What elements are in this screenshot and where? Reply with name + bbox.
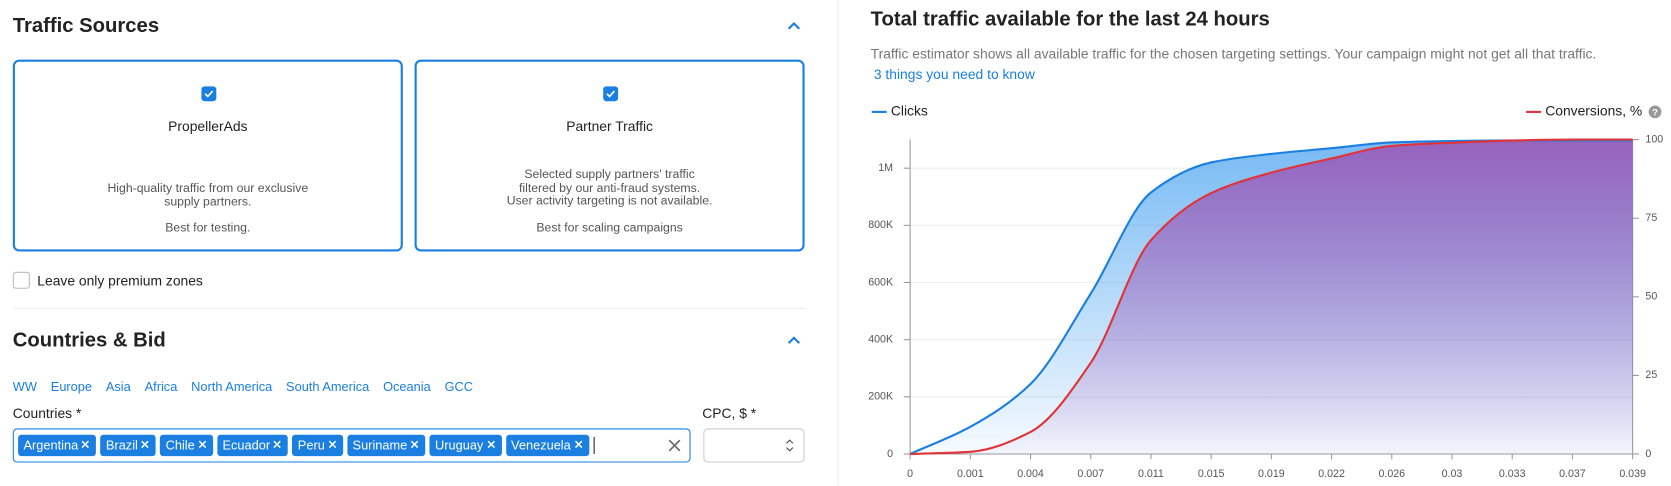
x-tick-label: 0.033 [1499,468,1526,480]
chart-title: Total traffic available for the last 24 … [870,8,1270,31]
chip-label: Brazil [105,437,138,453]
country-chip[interactable]: Uruguay [429,434,502,457]
checkbox[interactable] [12,271,30,289]
y2-tick-label: 50 [1645,291,1657,303]
panel-divider [837,0,839,486]
spinner[interactable] [784,437,795,454]
region-link[interactable]: GCC [444,379,473,395]
countries-input[interactable]: Argentina Brazil Chile Ecuador Peru Suriname U… [12,428,691,463]
region-link[interactable]: Africa [144,379,178,395]
chip-remove[interactable] [571,438,584,453]
y2-tick-label: 100 [1645,133,1663,145]
x-tick-label: 0.019 [1258,468,1285,480]
chip-remove[interactable] [195,438,208,453]
section-title: Countries & Bid [12,329,166,352]
y-tick-label: 600K [868,276,893,288]
chip-remove[interactable] [325,438,338,453]
chip-label: Venezuela [511,437,571,453]
y2-tick-label: 75 [1645,212,1657,224]
x-tick-label: 0 [907,468,913,480]
x-tick-label: 0.03 [1442,468,1463,480]
chip-list: Argentina Brazil Chile Ecuador Peru Suriname U… [18,434,595,457]
series-line [910,138,1633,456]
x-tick-label: 0.004 [1017,468,1044,480]
x-tick-label: 0.011 [1138,468,1164,480]
collapse-icon[interactable] [786,335,801,346]
chip-label: Ecuador [222,437,271,453]
x-tick-label: 0.001 [957,468,984,480]
card-note: Best for scaling campaigns [536,221,683,235]
section-title: Traffic Sources [12,14,160,38]
chip-label: Uruguay [434,437,484,453]
y2-tick-label: 25 [1645,369,1657,381]
x-tick-label: 0.007 [1077,468,1104,480]
field-label: CPC, $ * [702,404,757,421]
card-title: PropellerAds [168,118,248,135]
card-note: Best for testing. [165,221,251,235]
source-card[interactable]: PropellerAds High-quality traffic from o… [12,59,403,252]
x-tick-label: 0.015 [1198,468,1225,480]
source-card[interactable]: Partner Traffic Selected supply partners… [414,59,805,252]
checkbox[interactable] [201,86,217,102]
y-tick-label: 0 [887,448,893,460]
x-tick-label: 0.039 [1619,468,1646,480]
country-chip[interactable]: Suriname [347,434,426,457]
clear-icon[interactable] [668,439,681,452]
region-link[interactable]: Europe [50,379,93,395]
country-chip[interactable]: Venezuela [505,434,589,457]
region-link[interactable]: South America [286,379,370,395]
country-chip[interactable]: Argentina [18,434,97,457]
checkbox[interactable] [603,86,619,102]
chip-remove[interactable] [270,438,283,453]
legend-label: Conversions, % [1545,103,1642,119]
x-tick-label: 0.022 [1318,468,1345,480]
region-link[interactable]: North America [191,379,273,395]
legend-label: Clicks [891,103,928,119]
card-description: Selected supply partners' traffic filter… [506,168,713,208]
text-cursor [593,436,595,454]
help-icon[interactable] [1648,105,1662,119]
country-chip[interactable]: Chile [160,434,213,457]
region-link[interactable]: Oceania [383,379,431,395]
chip-remove[interactable] [78,438,91,453]
y-tick-label: 200K [868,391,893,403]
country-chip[interactable]: Ecuador [217,434,289,457]
y-tick-label: 800K [868,219,893,231]
chip-remove[interactable] [138,438,151,453]
x-tick-label: 0.026 [1378,468,1405,480]
card-description: High-quality traffic from our exclusive … [107,182,309,209]
chart-subtitle: Traffic estimator shows all available tr… [870,45,1597,62]
card-title: Partner Traffic [566,118,653,135]
chip-label: Argentina [23,437,79,453]
chip-label: Chile [165,437,195,453]
y-tick-label: 400K [868,333,893,345]
cpc-input[interactable] [703,428,805,463]
help-link[interactable]: 3 things you need to know [873,66,1035,83]
checkbox-label[interactable]: Leave only premium zones [37,272,203,289]
chip-remove[interactable] [483,438,496,453]
chip-label: Peru [297,437,325,453]
country-chip[interactable]: Peru [292,434,343,457]
region-links: WW Europe Asia Africa North America South Ame… [13,379,473,394]
chip-label: Suriname [352,437,408,453]
region-link[interactable]: WW [12,379,37,395]
help-icon-glyph: ? [1652,107,1658,118]
chip-remove[interactable] [407,438,420,453]
x-tick-label: 0.037 [1559,468,1586,480]
divider [12,307,806,310]
country-chip[interactable]: Brazil [100,434,157,457]
region-link[interactable]: Asia [105,379,131,395]
field-label: Countries * [12,404,82,421]
y-tick-label: 1M [878,162,893,174]
series-area [910,139,1633,454]
y2-tick-label: 0 [1645,448,1651,460]
collapse-icon[interactable] [786,20,801,31]
